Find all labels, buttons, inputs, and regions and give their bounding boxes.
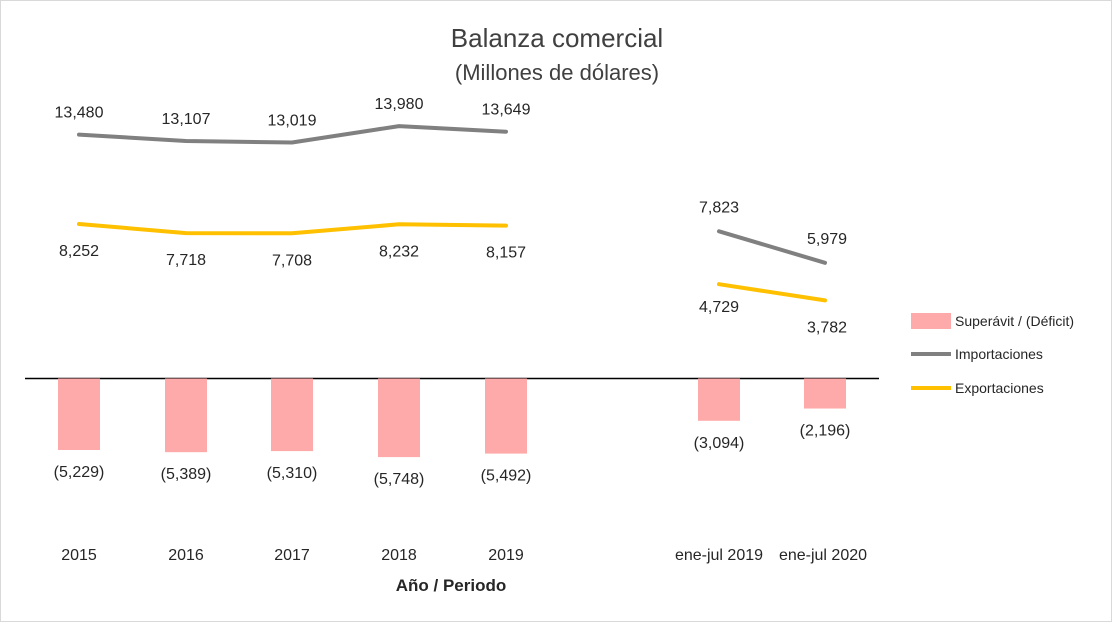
x-tick-labels: 2015 2016 2017 2018 2019 ene-jul 2019 ene-jul … [61, 547, 867, 564]
bar-ene-jul 2019 [698, 378, 740, 421]
legend-label-importaciones: Importaciones [955, 346, 1043, 362]
importaciones-line-2 [717, 229, 827, 265]
bar-label-2019: (5,492) [481, 468, 532, 485]
data-labels: (5,229) (5,389) (5,310) (5,748) (5,492) (3,09… [54, 96, 851, 488]
exportaciones-label-2017: 7,708 [272, 252, 312, 269]
bar-label-ene-jul 2019: (3,094) [694, 435, 745, 452]
bar-label-2017: (5,310) [267, 465, 318, 482]
bar-2018 [378, 378, 420, 458]
importaciones-label-2018: 13,980 [375, 96, 424, 113]
bar-label-ene-jul 2020: (2,196) [800, 423, 851, 440]
bar-ene-jul 2020 [804, 378, 846, 409]
x-tick-ene-jul 2020: ene-jul 2020 [779, 547, 867, 564]
importaciones-label-ene-jul 2019: 7,823 [699, 199, 739, 216]
bar-series [58, 378, 846, 458]
exportaciones-label-2015: 8,252 [59, 243, 99, 260]
bar-2016 [165, 378, 207, 453]
bar-label-2016: (5,389) [161, 466, 212, 483]
exportaciones-label-2016: 7,718 [166, 252, 206, 269]
importaciones-line-1 [77, 124, 508, 145]
x-tick-2015: 2015 [61, 547, 97, 564]
importaciones-label-2019: 13,649 [482, 102, 531, 119]
line-series [77, 124, 827, 303]
importaciones-label-2015: 13,480 [55, 105, 104, 122]
bar-2017 [271, 378, 313, 452]
exportaciones-label-ene-jul 2019: 4,729 [699, 299, 739, 316]
x-tick-2017: 2017 [274, 547, 310, 564]
chart-title: Balanza comercial [451, 23, 663, 53]
importaciones-label-2016: 13,107 [162, 111, 211, 128]
chart-subtitle: (Millones de dólares) [455, 60, 659, 85]
x-axis-label: Año / Periodo [396, 576, 507, 595]
x-tick-2016: 2016 [168, 547, 204, 564]
exportaciones-line-1 [77, 222, 508, 236]
exportaciones-line-2 [717, 282, 827, 303]
legend: Superávit / (Déficit) Importaciones Export… [911, 313, 1074, 396]
x-tick-2018: 2018 [381, 547, 417, 564]
x-tick-2019: 2019 [488, 547, 524, 564]
bar-2015 [58, 378, 100, 450]
importaciones-label-2017: 13,019 [268, 113, 317, 130]
bar-label-2018: (5,748) [374, 471, 425, 488]
bar-label-2015: (5,229) [54, 464, 105, 481]
importaciones-label-ene-jul 2020: 5,979 [807, 231, 847, 248]
exportaciones-label-ene-jul 2020: 3,782 [807, 319, 847, 336]
legend-swatch-superavit [911, 313, 951, 329]
bar-2019 [485, 378, 527, 454]
exportaciones-label-2019: 8,157 [486, 245, 526, 262]
legend-label-superavit: Superávit / (Déficit) [955, 313, 1074, 329]
exportaciones-label-2018: 8,232 [379, 243, 419, 260]
x-tick-ene-jul 2019: ene-jul 2019 [675, 547, 763, 564]
legend-label-exportaciones: Exportaciones [955, 380, 1044, 396]
